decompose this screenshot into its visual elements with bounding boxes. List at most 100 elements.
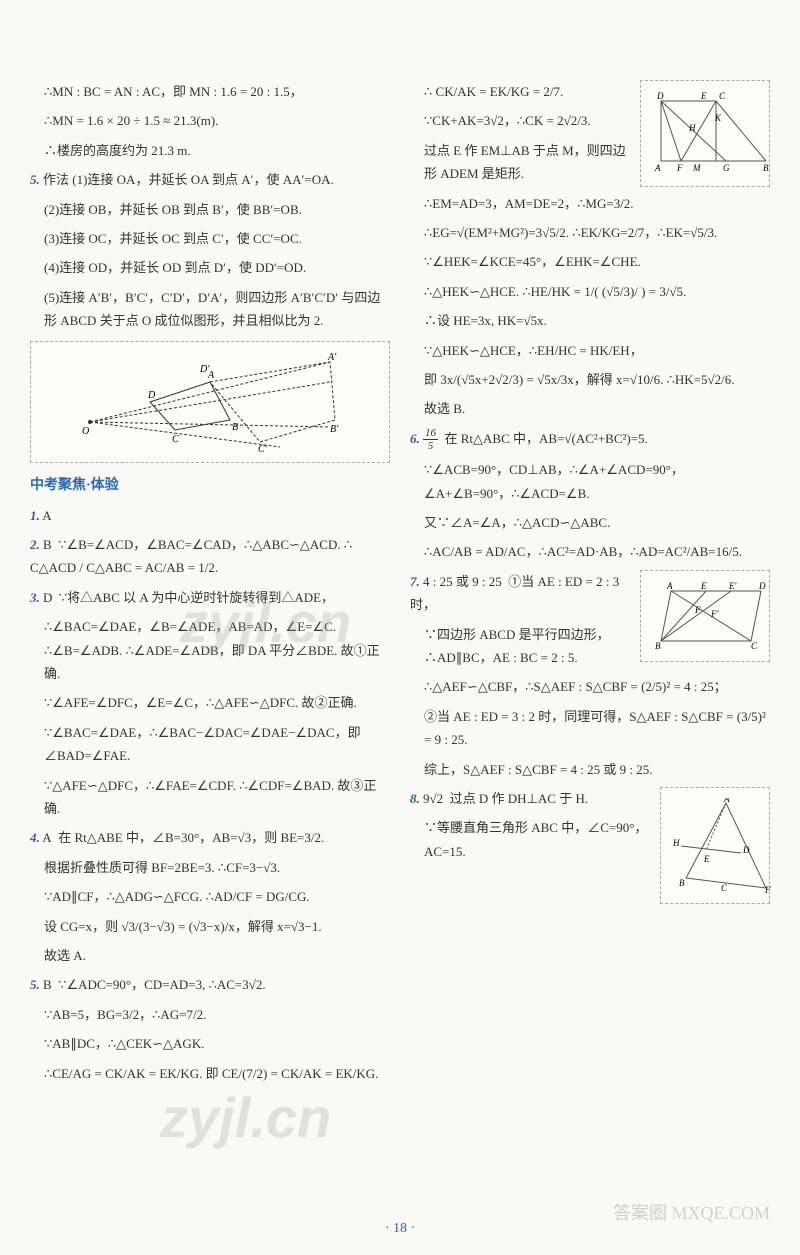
svg-text:A: A bbox=[666, 581, 673, 591]
q4-line-2: ∵AD∥CF，∴△ADG∽△FCG. ∴AD/CF = DG/CG. bbox=[30, 885, 390, 908]
svg-text:D: D bbox=[656, 91, 664, 101]
q8-ans: 9√2 bbox=[423, 791, 443, 806]
q2-expl: ∵∠B=∠ACD，∠BAC=∠CAD，∴△ABC∽△ACD. ∴ C△ACD /… bbox=[30, 537, 352, 575]
p5-line-4: (4)连接 OD，并延长 OD 到点 D′，使 DD′=OD. bbox=[30, 256, 390, 279]
q3-line-0: ∵将△ABC 以 A 为中心逆时针旋转得到△ADE， bbox=[59, 590, 334, 605]
q1-ans: A bbox=[42, 508, 51, 523]
svg-text:C: C bbox=[721, 883, 728, 893]
q6-num: 6. bbox=[410, 431, 420, 446]
q7-ans: 4 : 25 或 9 : 25 bbox=[423, 574, 502, 589]
svg-text:C: C bbox=[719, 91, 726, 101]
section-zhongkao: 中考聚焦·体验 bbox=[30, 473, 390, 498]
r-q5-10: 故选 B. bbox=[410, 397, 770, 420]
q3-line-4: ∵△AFE∽△DFC，∴∠FAE=∠CDF. ∴∠CDF=∠BAD. 故③正确. bbox=[30, 774, 390, 821]
q7-num: 7. bbox=[410, 574, 420, 589]
svg-text:E: E bbox=[700, 91, 707, 101]
svg-text:G: G bbox=[723, 163, 730, 173]
diagram-parallelogram: A E E′ D B C F F′ bbox=[640, 570, 770, 662]
q5b-num: 5. bbox=[30, 977, 40, 992]
q2-num: 2. bbox=[30, 537, 40, 552]
q4: 4. A 在 Rt△ABE 中，∠B=30°，AB=√3，则 BE=3/2. bbox=[30, 826, 390, 849]
svg-text:A: A bbox=[723, 798, 730, 804]
q1: 1. A bbox=[30, 504, 390, 527]
svg-text:E: E bbox=[703, 854, 710, 864]
svg-text:O: O bbox=[82, 426, 89, 437]
svg-text:M: M bbox=[692, 163, 701, 173]
svg-text:D: D bbox=[147, 390, 156, 401]
q7-line-4: 综上，S△AEF : S△CBF = 4 : 25 或 9 : 25. bbox=[410, 758, 770, 781]
q5b-line-3: ∴CE/AG = CK/AK = EK/KG. 即 CE/(7/2) = CK/… bbox=[30, 1062, 390, 1085]
q4-line-0: 在 Rt△ABE 中，∠B=30°，AB=√3，则 BE=3/2. bbox=[58, 830, 324, 845]
r-q5-3: ∴EM=AD=3，AM=DE=2，∴MG=3/2. bbox=[410, 192, 770, 215]
r-q5-4: ∴EG=√(EM²+MG²)=3√5/2. ∴EK/KG=2/7，∴EK=√5/… bbox=[410, 221, 770, 244]
left-column: ∴MN : BC = AN : AC，即 MN : 1.6 = 20 : 1.5… bbox=[30, 80, 390, 1091]
footer-logo: 答案圈 MXQE.COM bbox=[613, 1203, 770, 1225]
q4-line-4: 故选 A. bbox=[30, 944, 390, 967]
q3-line-2: ∵∠AFE=∠DFC，∠E=∠C，∴△AFE∽△DFC. 故②正确. bbox=[30, 691, 390, 714]
q4-num: 4. bbox=[30, 830, 40, 845]
svg-text:F: F bbox=[676, 163, 683, 173]
q1-num: 1. bbox=[30, 508, 40, 523]
diagram-homothety: O D A B C D′ A′ B′ C′ bbox=[30, 341, 390, 463]
q5b-line-2: ∵AB∥DC，∴△CEK∽△AGK. bbox=[30, 1032, 390, 1055]
svg-text:K: K bbox=[714, 113, 722, 123]
r-q5-8: ∵△HEK∽△HCE，∴EH/HC = HK/EH， bbox=[410, 339, 770, 362]
diagram-right-triangle: A H D E B C F bbox=[660, 787, 770, 904]
svg-text:F′: F′ bbox=[710, 609, 719, 619]
q8-num: 8. bbox=[410, 791, 420, 806]
p5-head: 作法 bbox=[43, 172, 69, 187]
q3: 3. D ∵将△ABC 以 A 为中心逆时针旋转得到△ADE， bbox=[30, 586, 390, 609]
q6-line-0: 在 Rt△ABC 中，AB=√(AC²+BC²)=5. bbox=[445, 431, 648, 446]
p5-num: 5. bbox=[30, 172, 40, 187]
q5b-line-1: ∵AB=5，BG=3/2，∴AG=7/2. bbox=[30, 1003, 390, 1026]
p5-line-3: (3)连接 OC，并延长 OC 到点 C′，使 CC′=OC. bbox=[30, 227, 390, 250]
q3-line-1: ∴∠BAC=∠DAE，∠B=∠ADE，AB=AD，∠E=∠C. ∴∠B=∠ADB… bbox=[30, 615, 390, 685]
diagram-trapezoid: D E C A F M G B K H bbox=[640, 80, 770, 187]
q3-ans: D bbox=[43, 590, 52, 605]
svg-text:C: C bbox=[751, 641, 758, 651]
right-column: D E C A F M G B K H ∴ CK/AK = EK/KG = 2/… bbox=[410, 80, 770, 1091]
svg-text:B: B bbox=[655, 641, 661, 651]
r-q5-7: ∴设 HE=3x, HK=√5x. bbox=[410, 309, 770, 332]
p5-line-2: (2)连接 OB，并延长 OB 到点 B′，使 BB′=OB. bbox=[30, 198, 390, 221]
q6-line-2: 又∵∠A=∠A，∴△ACD∽△ABC. bbox=[410, 511, 770, 534]
q5b: 5. B ∵∠ADC=90°，CD=AD=3, ∴AC=3√2. bbox=[30, 973, 390, 996]
svg-text:B′: B′ bbox=[330, 424, 339, 435]
q5b-line-0: ∵∠ADC=90°，CD=AD=3, ∴AC=3√2. bbox=[58, 977, 265, 992]
svg-text:E: E bbox=[700, 581, 707, 591]
svg-text:F: F bbox=[694, 605, 701, 615]
svg-text:E′: E′ bbox=[728, 581, 737, 591]
q7-line-2: ∴△AEF∽△CBF，∴S△AEF : S△CBF = (2/5)² = 4 :… bbox=[410, 675, 770, 698]
top-line-2: ∴MN = 1.6 × 20 ÷ 1.5 ≈ 21.3(m). bbox=[30, 109, 390, 132]
q6: 6. 165 在 Rt△ABC 中，AB=√(AC²+BC²)=5. bbox=[410, 427, 770, 453]
svg-text:H: H bbox=[672, 838, 680, 848]
q5b-ans: B bbox=[43, 977, 52, 992]
watermark-2: zyjl.cn bbox=[160, 1085, 331, 1150]
q4-line-3: 设 CG=x，则 √3/(3−√3) = (√3−x)/x，解得 x=√3−1. bbox=[30, 915, 390, 938]
svg-text:A′: A′ bbox=[327, 352, 337, 363]
svg-text:H: H bbox=[688, 123, 696, 133]
q6-line-1: ∵∠ACB=90°，CD⊥AB，∴∠A+∠ACD=90°，∠A+∠B=90°，∴… bbox=[410, 458, 770, 505]
top-line-1: ∴MN : BC = AN : AC，即 MN : 1.6 = 20 : 1.5… bbox=[30, 80, 390, 103]
svg-text:B: B bbox=[679, 878, 685, 888]
q2: 2. B ∵∠B=∠ACD，∠BAC=∠CAD，∴△ABC∽△ACD. ∴ C△… bbox=[30, 533, 390, 580]
r-q5-9: 即 3x/(√5x+2√2/3) = √5x/3x，解得 x=√10/6. ∴H… bbox=[410, 368, 770, 391]
svg-text:F: F bbox=[764, 885, 771, 893]
q7-line-3: ②当 AE : ED = 3 : 2 时，同理可得，S△AEF : S△CBF … bbox=[410, 705, 770, 752]
q3-line-3: ∵∠BAC=∠DAE，∴∠BAC−∠DAC=∠DAE−∠DAC，即∠BAD=∠F… bbox=[30, 721, 390, 768]
svg-text:D: D bbox=[758, 581, 766, 591]
svg-text:A: A bbox=[654, 163, 661, 173]
top-line-3: ∴楼房的高度约为 21.3 m. bbox=[30, 139, 390, 162]
p5-line-5: (5)连接 A′B′，B′C′，C′D′，D′A′，则四边形 A′B′C′D′ … bbox=[30, 286, 390, 333]
q4-line-1: 根据折叠性质可得 BF=2BE=3. ∴CF=3−√3. bbox=[30, 856, 390, 879]
p5-line-1: (1)连接 OA，并延长 OA 到点 A′，使 AA′=OA. bbox=[72, 172, 333, 187]
svg-text:C: C bbox=[172, 434, 179, 445]
r-q5-5: ∵∠HEK=∠KCE=45°，∠EHK=∠CHE. bbox=[410, 250, 770, 273]
q8-line-0: 过点 D 作 DH⊥AC 于 H. bbox=[450, 791, 588, 806]
svg-text:B: B bbox=[763, 163, 769, 173]
problem-5: 5. 作法 (1)连接 OA，并延长 OA 到点 A′，使 AA′=OA. bbox=[30, 168, 390, 191]
page-number: · 18 · bbox=[385, 1221, 415, 1237]
two-column-layout: ∴MN : BC = AN : AC，即 MN : 1.6 = 20 : 1.5… bbox=[30, 80, 770, 1091]
q3-num: 3. bbox=[30, 590, 40, 605]
svg-text:D′: D′ bbox=[199, 364, 210, 375]
